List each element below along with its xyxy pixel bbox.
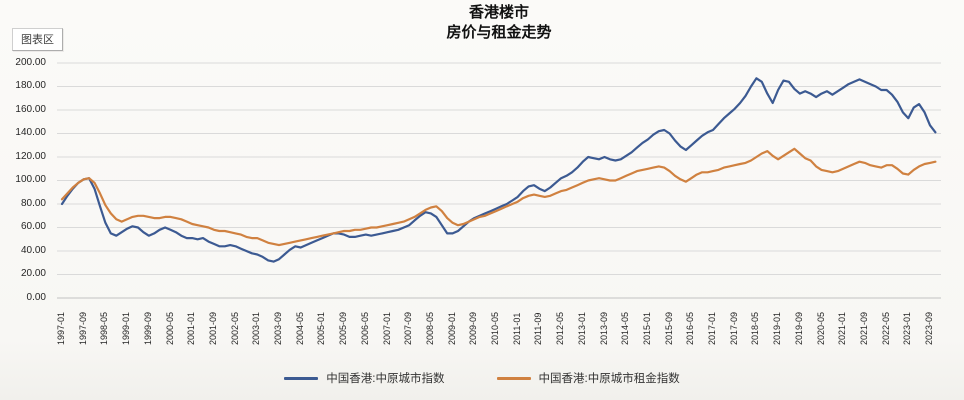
y-axis-label: 100.00 xyxy=(15,174,46,185)
chart-title: 香港楼市 房价与租金走势 xyxy=(57,3,941,44)
x-axis-label: 2022-05 xyxy=(880,311,891,345)
x-axis-label: 2017-09 xyxy=(728,311,739,345)
x-axis-label: 2021-09 xyxy=(858,311,869,345)
rent-index-line-swatch xyxy=(496,376,531,380)
x-axis-label: 1999-01 xyxy=(121,311,132,345)
y-axis-label: 20.00 xyxy=(20,268,46,279)
x-axis-label: 2002-05 xyxy=(229,311,240,345)
x-axis-label: 2013-01 xyxy=(576,311,587,345)
x-axis-label: 2012-05 xyxy=(555,311,566,345)
x-axis-label: 2020-05 xyxy=(815,311,826,345)
y-axis-label: 0.00 xyxy=(26,291,46,303)
x-axis-label: 2003-01 xyxy=(251,311,262,345)
chart-legend: 中国香港:中原城市指数 中国香港:中原城市租金指数 xyxy=(0,370,964,386)
y-axis-label: 40.00 xyxy=(20,244,46,256)
chart-area-tooltip: 图表区 xyxy=(12,28,63,51)
y-axis-label: 80.00 xyxy=(20,197,46,209)
x-axis-label: 2018-05 xyxy=(750,311,761,345)
x-axis-label: 2008-05 xyxy=(424,311,435,345)
x-axis-label: 2001-09 xyxy=(207,311,218,345)
x-axis-label: 2013-09 xyxy=(598,311,609,345)
rent-index-line[interactable] xyxy=(60,147,937,247)
x-axis-label: 2010-05 xyxy=(490,311,500,345)
x-axis-label: 2015-09 xyxy=(663,311,674,345)
x-axis-label: 2000-05 xyxy=(164,311,175,345)
x-axis-label: 2011-01 xyxy=(511,312,522,345)
x-axis-label: 2015-01 xyxy=(641,311,652,345)
y-axis-label: 180.00 xyxy=(15,80,46,91)
x-axis-label: 2019-09 xyxy=(793,311,804,345)
x-axis-label: 2005-09 xyxy=(338,311,349,345)
x-axis-label: 2014-05 xyxy=(620,311,631,345)
x-axis-label: 2009-09 xyxy=(468,311,479,345)
x-axis-label: 2019-01 xyxy=(772,311,783,345)
price-index-legend-label: 中国香港:中原城市指数 xyxy=(326,373,445,385)
x-axis-label: 2004-05 xyxy=(294,311,305,345)
price-index-line-swatch xyxy=(284,376,319,380)
x-axis-label: 2017-01 xyxy=(707,311,717,345)
chart-title-line1: 香港楼市 xyxy=(468,4,529,21)
x-axis-label: 2016-05 xyxy=(685,311,696,345)
chart-title-line2: 房价与租金走势 xyxy=(446,24,552,42)
price-index-line[interactable] xyxy=(60,77,937,263)
legend-item-price-index[interactable]: 中国香港:中原城市指数 xyxy=(284,370,445,386)
x-axis-label: 1998-05 xyxy=(99,311,110,345)
y-axis-label: 60.00 xyxy=(20,221,46,232)
legend-item-rent-index[interactable]: 中国香港:中原城市租金指数 xyxy=(496,370,680,386)
x-axis-label: 2009-01 xyxy=(446,311,457,345)
x-axis-label: 2011-09 xyxy=(533,312,544,345)
x-axis-label: 1999-09 xyxy=(142,311,153,345)
x-axis-label: 1997-01 xyxy=(56,311,66,345)
x-axis-label: 2005-01 xyxy=(316,311,327,345)
x-axis-label: 2007-01 xyxy=(381,311,392,345)
plot-area[interactable] xyxy=(57,62,941,300)
y-axis-label: 120.00 xyxy=(15,150,46,162)
y-axis-label: 160.00 xyxy=(15,103,46,115)
x-axis-label: 2001-01 xyxy=(186,311,197,345)
x-axis-label: 1997-09 xyxy=(77,311,88,345)
x-axis-label: 2007-09 xyxy=(403,311,414,345)
y-axis-label: 140.00 xyxy=(15,127,46,138)
x-axis-label: 2023-01 xyxy=(902,311,913,345)
x-axis-label: 2003-09 xyxy=(273,311,283,345)
rent-index-legend-label: 中国香港:中原城市租金指数 xyxy=(538,373,680,385)
x-axis-label: 2021-01 xyxy=(837,311,848,345)
y-axis-label: 200.00 xyxy=(15,56,46,68)
x-axis-label: 2006-05 xyxy=(359,311,370,345)
x-axis-label: 2023-09 xyxy=(924,311,934,345)
